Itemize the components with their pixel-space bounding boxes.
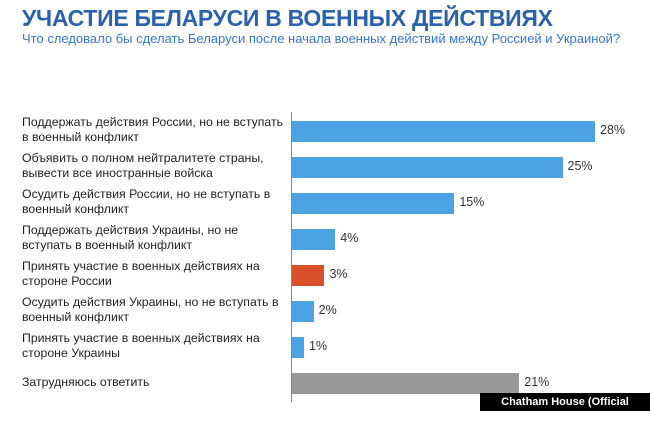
category-label: Принять участие в военных действиях на с… [22,259,260,288]
bar [292,193,455,214]
category-label: Принять участие в военных действиях на с… [22,331,260,360]
category-label: Поддержать действия Украины, но не вступ… [22,223,239,252]
category-label: Объявить о полном нейтралитете страны, в… [22,151,264,180]
bar [292,301,314,322]
bar [292,337,304,358]
bar [292,157,563,178]
bar [292,373,520,394]
value-label: 15% [459,195,485,209]
value-label: 3% [329,267,348,281]
value-label: 25% [567,159,593,173]
category-label: Осудить действия России, но не вступать … [22,187,271,216]
chart-subtitle: Что следовало бы сделать Беларуси после … [22,31,621,46]
value-label: 4% [340,231,359,245]
category-label: Поддержать действия России, но не вступа… [22,115,284,144]
value-label: 1% [309,339,328,353]
value-label: 21% [524,375,550,389]
chart-title: УЧАСТИЕ БЕЛАРУСИ В ВОЕННЫХ ДЕЙСТВИЯХ [22,5,553,31]
bar [292,121,595,142]
category-label: Осудить действия Украины, но не вступать… [22,295,279,324]
source-credit: Chatham House (Official publication) [480,393,650,426]
y-axis-line [291,112,292,402]
value-label: 2% [318,303,337,317]
bar [292,265,325,286]
bar [292,229,336,250]
value-label: 28% [600,123,626,137]
category-label: Затрудняюсь ответить [22,375,150,389]
